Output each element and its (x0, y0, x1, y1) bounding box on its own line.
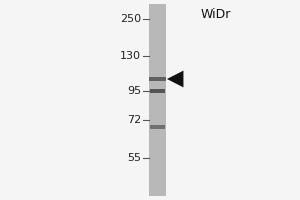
Text: 72: 72 (127, 115, 141, 125)
Text: 95: 95 (127, 86, 141, 96)
Text: 250: 250 (120, 14, 141, 24)
Text: 55: 55 (127, 153, 141, 163)
Bar (150, 125, 165, 129)
Text: 130: 130 (120, 51, 141, 61)
Text: WiDr: WiDr (201, 8, 231, 21)
Bar (149, 4, 166, 196)
Bar (149, 77, 166, 81)
Bar (150, 89, 165, 93)
Polygon shape (167, 71, 184, 87)
